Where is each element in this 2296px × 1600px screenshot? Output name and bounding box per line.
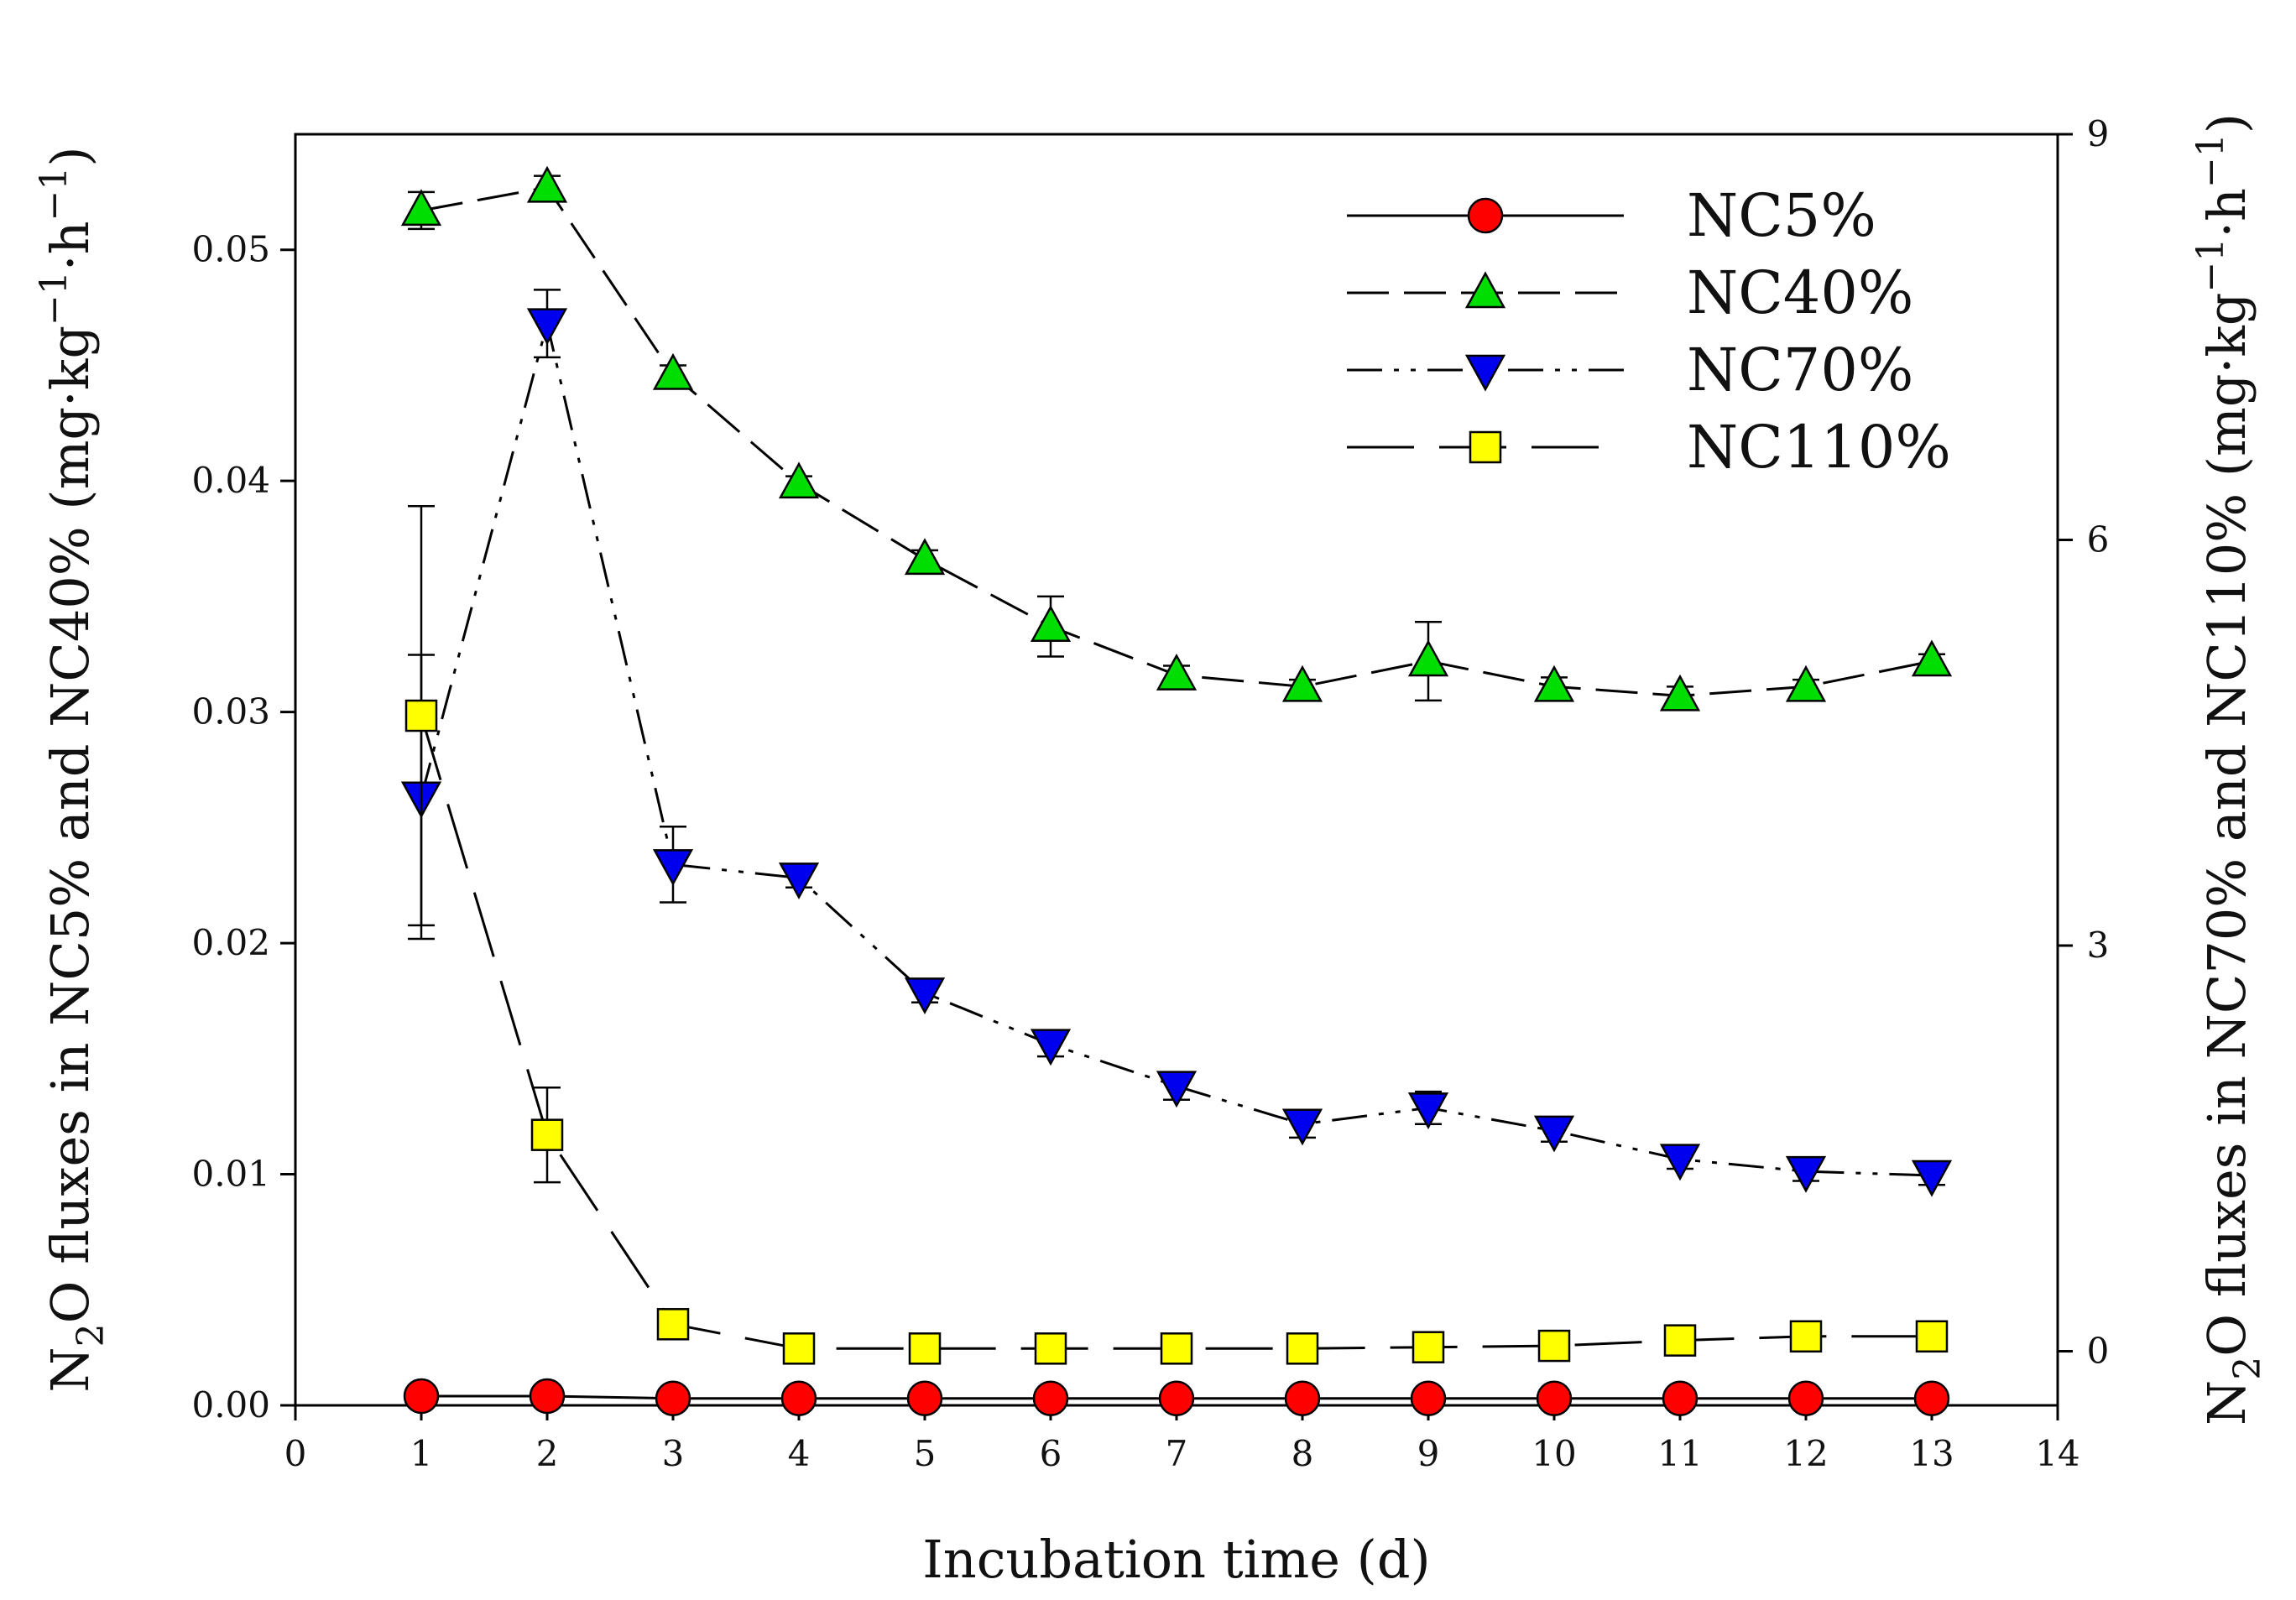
data-point	[1911, 639, 1953, 677]
y-right-tick-label: 0	[2087, 1331, 2110, 1372]
y-axis-label-right: N2O fluxes in NC70% and NC110% (mg·kg−1·…	[2189, 113, 2269, 1425]
data-point	[1787, 1380, 1824, 1416]
data-point	[904, 538, 946, 576]
legend: NC5% NC40% NC70% NC110%	[1347, 181, 1951, 482]
x-tick-label: 2	[536, 1433, 559, 1474]
legend-item: NC70%	[1347, 336, 1913, 404]
data-point	[1286, 1332, 1319, 1365]
data-point	[780, 1380, 817, 1416]
x-tick-label: 8	[1292, 1433, 1314, 1474]
data-point	[1537, 1329, 1571, 1363]
legend-item: NC110%	[1347, 413, 1951, 482]
legend-item: NC40%	[1347, 258, 1913, 327]
legend-label: NC70%	[1687, 336, 1913, 404]
data-point	[1158, 1380, 1195, 1416]
data-point	[906, 1380, 943, 1416]
data-point	[404, 699, 438, 732]
data-point	[1160, 1332, 1193, 1365]
series-layer	[400, 165, 1953, 1416]
x-tick-label: 3	[662, 1433, 685, 1474]
series-nc40pct	[400, 165, 1953, 711]
data-point	[1412, 1331, 1445, 1363]
data-point	[1785, 1155, 1827, 1193]
x-tick-label: 12	[1783, 1433, 1828, 1474]
data-point	[778, 461, 820, 499]
legend-marker	[1464, 354, 1506, 392]
legend-label: NC110%	[1687, 413, 1951, 482]
data-point	[1911, 1160, 1953, 1197]
data-point	[1659, 674, 1701, 711]
data-point	[529, 1378, 566, 1415]
x-tick-label: 6	[1040, 1433, 1062, 1474]
x-tick-label: 5	[914, 1433, 937, 1474]
data-point	[1156, 653, 1198, 691]
data-point	[1407, 1092, 1449, 1130]
x-tick-label: 0	[284, 1433, 307, 1474]
data-point	[1536, 1380, 1573, 1416]
data-point	[1533, 1115, 1575, 1153]
x-tick-label: 13	[1909, 1433, 1954, 1474]
data-point	[1663, 1324, 1697, 1357]
y-right-tick-label: 3	[2087, 925, 2110, 966]
data-point	[656, 1308, 690, 1341]
data-point	[1407, 639, 1449, 677]
data-point	[1281, 1108, 1323, 1146]
data-point	[1034, 1332, 1067, 1365]
data-point	[1913, 1380, 1950, 1416]
legend-marker	[1467, 197, 1504, 234]
data-point	[652, 352, 694, 390]
data-point	[1030, 605, 1072, 642]
y-axis-label-left: N2O fluxes in NC5% and NC40% (mg·kg−1·h−…	[33, 146, 112, 1392]
x-tick-label: 4	[788, 1433, 811, 1474]
data-point	[1284, 1380, 1321, 1416]
series-nc110pct	[404, 504, 1949, 1365]
data-point	[1281, 664, 1323, 702]
data-point	[530, 1118, 564, 1151]
y-left-tick-label: 0.05	[191, 229, 270, 270]
data-point	[400, 189, 442, 227]
data-point	[1030, 1029, 1072, 1066]
y-right-tick-label: 6	[2087, 519, 2110, 560]
x-tick-label: 10	[1532, 1433, 1576, 1474]
y-left-tick-label: 0.01	[191, 1154, 270, 1195]
data-point	[904, 977, 946, 1015]
legend-label: NC5%	[1687, 181, 1876, 250]
series-nc5pct	[403, 1378, 1950, 1416]
data-point	[782, 1332, 816, 1365]
series-line	[420, 715, 1932, 1350]
data-point	[403, 1378, 440, 1415]
x-tick-label: 11	[1657, 1433, 1702, 1474]
data-point	[1156, 1071, 1198, 1108]
y-left-tick-label: 0.02	[191, 922, 270, 963]
data-point	[526, 308, 568, 346]
y-left-tick-label: 0.03	[191, 691, 270, 732]
data-point	[1410, 1380, 1447, 1416]
legend-marker	[1469, 430, 1502, 464]
data-point	[1915, 1320, 1949, 1353]
legend-label: NC40%	[1687, 258, 1913, 327]
x-tick-label: 7	[1166, 1433, 1188, 1474]
data-point	[526, 165, 568, 203]
data-point	[652, 849, 694, 886]
data-point	[1659, 1144, 1701, 1181]
y-right-tick-label: 9	[2087, 113, 2110, 154]
data-point	[1533, 664, 1575, 702]
axes: 0 1 2 3 4 5 6 7 8 9 10 11 12 13 140.000.010.020.030.04…	[191, 113, 2109, 1474]
x-tick-label: 1	[410, 1433, 433, 1474]
legend-marker	[1464, 271, 1506, 309]
data-point	[655, 1380, 691, 1416]
data-point	[1785, 664, 1827, 702]
data-point	[1032, 1380, 1069, 1416]
legend-item: NC5%	[1347, 181, 1876, 250]
data-point	[778, 863, 820, 900]
x-tick-label: 14	[2035, 1433, 2079, 1474]
data-point	[1662, 1380, 1699, 1416]
x-tick-label: 9	[1417, 1433, 1440, 1474]
data-point	[1789, 1320, 1823, 1353]
x-axis-label: Incubation time (d)	[922, 1529, 1430, 1590]
y-left-tick-label: 0.04	[191, 460, 270, 501]
y-left-tick-label: 0.00	[191, 1384, 270, 1425]
data-point	[908, 1332, 942, 1365]
